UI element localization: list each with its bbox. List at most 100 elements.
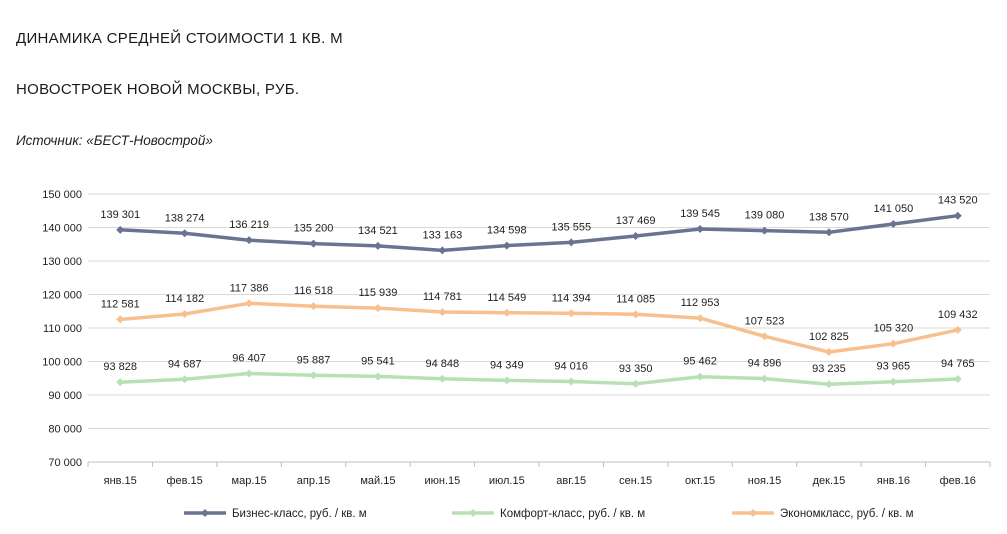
- legend-label: Комфорт-класс, руб. / кв. м: [500, 508, 645, 520]
- data-label: 114 549: [487, 292, 526, 304]
- data-label: 135 555: [551, 221, 591, 233]
- x-tick-label: июл.15: [489, 475, 525, 487]
- data-point: [824, 380, 833, 389]
- data-label: 114 085: [616, 293, 655, 305]
- data-label: 115 939: [358, 287, 397, 299]
- data-label: 134 598: [487, 225, 527, 237]
- legend-marker: [201, 509, 209, 517]
- data-point: [567, 309, 576, 318]
- legend-label: Бизнес-класс, руб. / кв. м: [232, 508, 367, 520]
- data-label: 134 521: [358, 225, 398, 237]
- data-label: 138 274: [165, 212, 205, 224]
- data-point: [760, 374, 769, 383]
- data-point: [696, 372, 705, 381]
- series-line: [120, 371, 958, 386]
- x-tick-label: сен.15: [619, 475, 652, 487]
- data-label: 93 828: [103, 361, 137, 373]
- data-point: [180, 229, 189, 238]
- data-label: 93 235: [812, 363, 846, 375]
- y-tick-label: 90 000: [48, 390, 82, 402]
- data-point: [502, 308, 511, 317]
- x-tick-label: окт.15: [685, 475, 715, 487]
- data-point: [245, 236, 254, 245]
- data-point: [824, 228, 833, 237]
- data-label: 137 469: [616, 215, 656, 227]
- data-label: 117 386: [230, 282, 269, 294]
- y-tick-label: 130 000: [42, 256, 82, 268]
- data-label: 133 163: [422, 229, 462, 241]
- data-label: 93 965: [877, 361, 911, 373]
- data-label: 94 896: [748, 358, 782, 370]
- data-point: [309, 239, 318, 248]
- data-label: 94 016: [554, 361, 588, 373]
- data-label: 139 080: [745, 210, 785, 222]
- data-point: [953, 375, 962, 384]
- data-point: [116, 378, 125, 387]
- data-label: 114 394: [552, 292, 591, 304]
- data-label: 94 848: [426, 358, 460, 370]
- data-label: 95 462: [683, 356, 717, 368]
- data-point: [567, 238, 576, 247]
- data-label: 94 349: [490, 359, 524, 371]
- data-point: [760, 226, 769, 235]
- chart-source: Источник: «БЕСТ-Новострой»: [16, 133, 213, 148]
- data-label: 139 545: [680, 208, 720, 220]
- x-tick-label: май.15: [360, 475, 395, 487]
- data-point: [760, 332, 769, 341]
- y-tick-label: 80 000: [48, 424, 82, 436]
- data-point: [245, 299, 254, 308]
- data-point: [696, 314, 705, 323]
- y-tick-label: 110 000: [43, 323, 82, 335]
- data-label: 139 301: [100, 209, 140, 221]
- data-label: 102 825: [809, 331, 849, 343]
- y-tick-label: 140 000: [42, 223, 82, 235]
- legend-marker: [469, 509, 477, 517]
- x-tick-label: янв.15: [104, 475, 137, 487]
- data-label: 96 407: [232, 353, 266, 365]
- x-tick-label: июн.15: [424, 475, 460, 487]
- data-label: 112 953: [681, 297, 720, 309]
- x-tick-label: фев.16: [940, 475, 976, 487]
- data-label: 138 570: [809, 211, 849, 223]
- data-point: [180, 375, 189, 384]
- data-point: [696, 225, 705, 234]
- data-label: 107 523: [745, 315, 785, 327]
- data-label: 94 687: [168, 358, 202, 370]
- legend-label: Экономкласс, руб. / кв. м: [780, 508, 914, 520]
- data-point: [889, 219, 898, 228]
- data-point: [180, 309, 189, 318]
- x-tick-label: ноя.15: [748, 475, 781, 487]
- data-point: [373, 241, 382, 250]
- data-point: [889, 339, 898, 348]
- data-label: 135 200: [294, 223, 334, 235]
- series-line: [120, 301, 959, 354]
- data-point: [502, 241, 511, 250]
- series-line: [120, 213, 959, 253]
- data-point: [373, 304, 382, 313]
- data-label: 114 781: [423, 291, 462, 303]
- data-label: 105 320: [873, 323, 913, 335]
- data-label: 112 581: [101, 298, 140, 310]
- y-tick-label: 150 000: [42, 189, 82, 201]
- data-label: 141 050: [873, 203, 913, 215]
- data-point: [567, 377, 576, 386]
- data-label: 95 887: [297, 354, 331, 366]
- data-label: 94 765: [941, 358, 975, 370]
- data-point: [631, 379, 640, 388]
- data-point: [502, 376, 511, 385]
- y-tick-label: 120 000: [42, 290, 82, 302]
- x-tick-label: апр.15: [297, 475, 330, 487]
- chart-title-line-1: ДИНАМИКА СРЕДНЕЙ СТОИМОСТИ 1 КВ. М: [16, 30, 343, 47]
- data-point: [631, 310, 640, 319]
- data-point: [116, 225, 125, 234]
- legend-marker: [749, 509, 757, 517]
- data-point: [889, 377, 898, 386]
- data-point: [309, 371, 318, 380]
- data-point: [824, 348, 833, 357]
- data-label: 143 520: [938, 195, 978, 207]
- y-tick-label: 100 000: [42, 357, 82, 369]
- data-point: [438, 307, 447, 316]
- x-tick-label: янв.16: [877, 475, 910, 487]
- x-tick-label: авг.15: [556, 475, 586, 487]
- data-point: [116, 315, 125, 324]
